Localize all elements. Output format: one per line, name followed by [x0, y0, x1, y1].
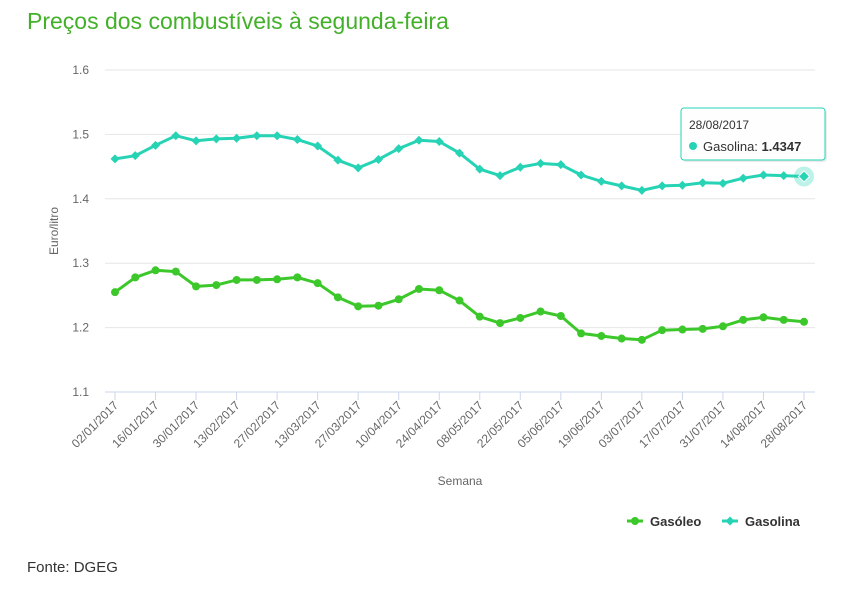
legend-label: Gasolina: [745, 514, 801, 529]
data-point[interactable]: [171, 267, 180, 276]
data-point[interactable]: [211, 134, 221, 144]
data-point[interactable]: [333, 293, 342, 302]
data-point[interactable]: [658, 326, 667, 335]
data-point[interactable]: [414, 135, 424, 145]
data-point[interactable]: [597, 331, 606, 340]
tooltip-value: 1.4347: [762, 139, 802, 154]
data-point[interactable]: [678, 325, 687, 334]
y-tick-label: 1.4: [72, 192, 89, 206]
data-point[interactable]: [515, 162, 525, 172]
data-point[interactable]: [272, 131, 282, 141]
data-point[interactable]: [313, 141, 323, 151]
data-point[interactable]: [800, 317, 808, 326]
data-point[interactable]: [455, 296, 464, 305]
legend: Gasóleo Gasolina: [627, 514, 801, 529]
data-point[interactable]: [374, 301, 383, 310]
data-point[interactable]: [556, 312, 565, 321]
data-point[interactable]: [151, 140, 161, 150]
data-point[interactable]: [293, 273, 302, 282]
y-tick-label: 1.1: [72, 385, 89, 399]
chart-title: Preços dos combustíveis à segunda-feira: [27, 8, 449, 34]
data-point[interactable]: [577, 329, 586, 338]
data-point[interactable]: [131, 273, 140, 282]
y-tick-label: 1.6: [72, 63, 89, 77]
data-point[interactable]: [536, 158, 546, 168]
data-point[interactable]: [252, 275, 261, 284]
tooltip-symbol: [689, 142, 697, 150]
data-point[interactable]: [637, 185, 647, 195]
data-point[interactable]: [779, 315, 788, 324]
data-point[interactable]: [698, 324, 707, 333]
hover-point: [797, 170, 811, 183]
data-point[interactable]: [637, 335, 646, 344]
data-point[interactable]: [596, 176, 606, 186]
data-point[interactable]: [698, 178, 708, 188]
y-axis-title: Euro/litro: [47, 207, 61, 255]
tooltip-date: 28/08/2017: [689, 118, 749, 132]
data-point[interactable]: [192, 282, 201, 291]
x-axis: 02/01/201716/01/201730/01/201713/02/2017…: [69, 391, 815, 451]
data-point[interactable]: [394, 295, 403, 304]
data-point[interactable]: [718, 178, 728, 188]
data-point[interactable]: [516, 313, 525, 322]
source-note: Fonte: DGEG: [27, 559, 118, 576]
data-point[interactable]: [738, 173, 748, 183]
data-point[interactable]: [758, 170, 768, 180]
y-tick-label: 1.5: [72, 127, 89, 141]
data-point[interactable]: [151, 266, 160, 275]
data-point[interactable]: [617, 181, 627, 191]
series-layer: [110, 131, 809, 344]
tooltip-box: [680, 107, 826, 161]
data-point[interactable]: [779, 171, 789, 181]
data-point[interactable]: [353, 163, 363, 173]
data-point[interactable]: [130, 151, 140, 161]
data-point[interactable]: [414, 284, 423, 293]
y-tick-label: 1.2: [72, 321, 89, 335]
data-point[interactable]: [171, 131, 181, 141]
data-point[interactable]: [354, 302, 363, 311]
data-point[interactable]: [111, 288, 119, 297]
y-axis-ticks: 1.1 1.2 1.3 1.4 1.5 1.6: [72, 63, 89, 399]
data-point[interactable]: [333, 155, 343, 165]
data-point[interactable]: [212, 281, 221, 290]
data-point[interactable]: [394, 144, 404, 154]
data-point[interactable]: [496, 319, 505, 328]
data-point[interactable]: [657, 181, 667, 191]
series-gasóleo: [111, 266, 808, 344]
legend-symbol: [631, 517, 639, 525]
data-point[interactable]: [110, 154, 120, 164]
data-point[interactable]: [536, 307, 545, 316]
data-point[interactable]: [191, 136, 201, 146]
data-point[interactable]: [759, 313, 768, 322]
data-point[interactable]: [273, 275, 282, 284]
x-axis-title: Semana: [438, 474, 483, 488]
legend-item-gasóleo[interactable]: Gasóleo: [627, 514, 701, 529]
data-point[interactable]: [739, 315, 748, 324]
data-point[interactable]: [232, 133, 242, 143]
data-point[interactable]: [617, 334, 626, 343]
data-point[interactable]: [232, 275, 241, 284]
data-point[interactable]: [455, 148, 464, 158]
data-point[interactable]: [313, 279, 322, 288]
data-point[interactable]: [292, 135, 302, 145]
data-point[interactable]: [718, 322, 727, 331]
data-point[interactable]: [435, 286, 444, 295]
data-point[interactable]: [434, 136, 444, 146]
data-point[interactable]: [556, 160, 566, 170]
legend-symbol: [725, 516, 735, 526]
data-point[interactable]: [373, 155, 383, 165]
tooltip: 28/08/2017 Gasolina: 1.4347: [680, 107, 827, 187]
legend-item-gasolina[interactable]: Gasolina: [722, 514, 801, 529]
data-point[interactable]: [475, 164, 485, 174]
data-point[interactable]: [576, 170, 586, 180]
data-point[interactable]: [475, 312, 484, 321]
data-point[interactable]: [495, 171, 505, 181]
y-tick-label: 1.3: [72, 256, 89, 270]
data-point[interactable]: [677, 180, 687, 190]
tooltip-label: Gasolina: 1.4347: [703, 139, 801, 154]
data-point[interactable]: [252, 131, 262, 141]
legend-label: Gasóleo: [650, 514, 701, 529]
